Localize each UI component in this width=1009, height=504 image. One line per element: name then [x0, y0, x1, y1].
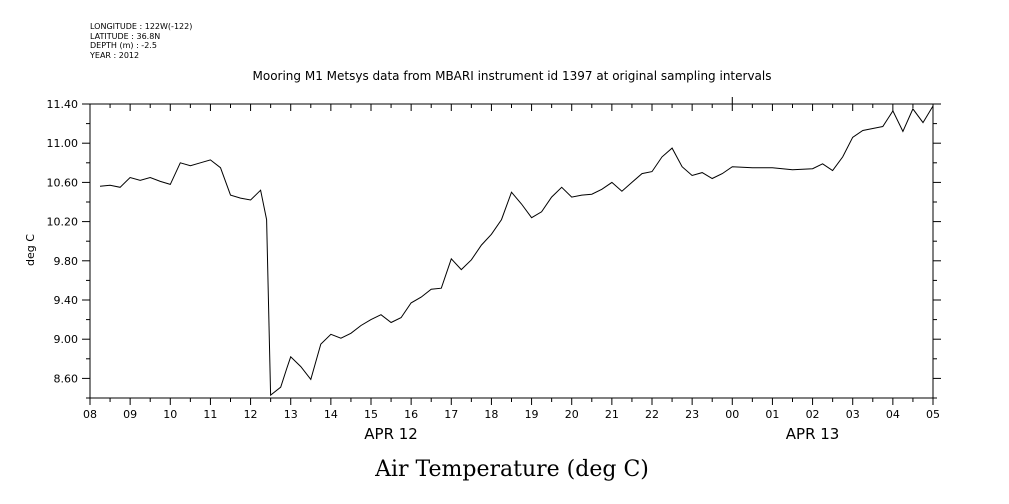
x-tick-label: 10	[163, 408, 177, 421]
y-tick-label: 11.00	[47, 137, 79, 150]
x-tick-label: 05	[926, 408, 940, 421]
meta-year: YEAR : 2012	[90, 50, 140, 60]
meta-latitude: LATITUDE : 36.8N	[90, 31, 161, 41]
x-tick-label: 04	[886, 408, 900, 421]
plot-frame	[89, 103, 934, 399]
y-tick-label: 10.20	[47, 216, 79, 229]
series-line-air-temperature	[99, 105, 934, 397]
x-tick-label: 08	[83, 408, 97, 421]
y-tick-label: 10.60	[47, 176, 79, 189]
x-tick-label: 23	[685, 408, 699, 421]
chart-caption: Air Temperature (deg C)	[374, 457, 649, 482]
y-axis-label: deg C	[24, 234, 37, 266]
chart-title: Mooring M1 Metsys data from MBARI instru…	[253, 69, 772, 83]
date-labels: APR 12 APR 13	[364, 425, 839, 443]
x-tick-label: 09	[123, 408, 137, 421]
x-tick-label: 14	[324, 408, 338, 421]
y-axis-ticks: 8.60 9.00 9.40 9.80 10.20 10.60 11.00 11.40	[47, 98, 941, 399]
x-tick-label: 18	[484, 408, 498, 421]
y-tick-label: 8.60	[54, 372, 79, 385]
meta-depth: DEPTH (m) : -2.5	[90, 41, 157, 50]
x-tick-label: 17	[444, 408, 458, 421]
x-tick-label: 22	[645, 408, 659, 421]
x-tick-label: 12	[244, 408, 258, 421]
x-axis-ticks: 08 09 10 11 12 13 14 15 16 17 18 19 20 21 22 23 00 01 02 03…	[83, 104, 940, 421]
x-tick-label: 03	[846, 408, 860, 421]
x-tick-label: 15	[364, 408, 378, 421]
y-tick-label: 9.40	[54, 294, 79, 307]
x-tick-label: 13	[284, 408, 298, 421]
x-tick-label: 01	[765, 408, 779, 421]
x-tick-label: 19	[525, 408, 539, 421]
date-label: APR 12	[364, 425, 418, 443]
x-tick-label: 20	[565, 408, 579, 421]
metadata-block: LONGITUDE : 122W(-122) LATITUDE : 36.8N …	[90, 22, 192, 60]
x-tick-label: 21	[605, 408, 619, 421]
y-tick-label: 9.00	[54, 333, 79, 346]
x-tick-label: 00	[725, 408, 739, 421]
x-tick-label: 16	[404, 408, 418, 421]
y-tick-label: 11.40	[47, 98, 79, 111]
x-tick-label: 11	[203, 408, 217, 421]
date-label: APR 13	[786, 425, 840, 443]
x-tick-label: 02	[806, 408, 820, 421]
meta-longitude: LONGITUDE : 122W(-122)	[90, 22, 193, 31]
axes	[89, 97, 934, 399]
y-tick-label: 9.80	[54, 255, 79, 268]
